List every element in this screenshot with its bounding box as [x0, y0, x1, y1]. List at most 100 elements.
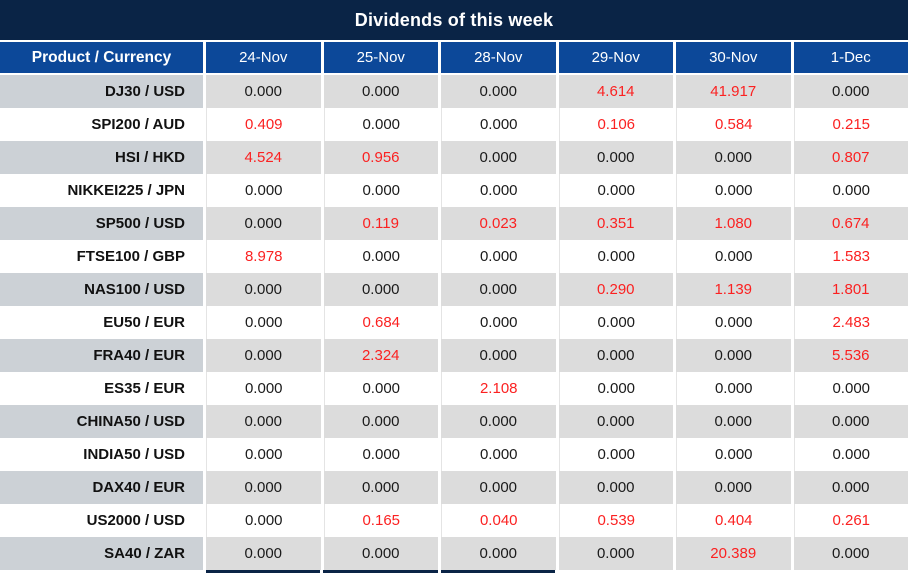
value-cell: 0.000 — [558, 240, 673, 273]
value-cell: 0.023 — [441, 207, 556, 240]
product-cell: SPI200 / AUD — [0, 108, 203, 141]
column-header-25-nov: 25-Nov — [323, 42, 438, 75]
product-cell: INDIA50 / USD — [0, 438, 203, 471]
value-cell: 0.000 — [441, 141, 556, 174]
dividends-table: Product / Currency 24-Nov 25-Nov 28-Nov 29-N… — [0, 42, 908, 570]
value-cell: 0.000 — [206, 372, 321, 405]
value-cell: 0.000 — [206, 339, 321, 372]
value-cell: 2.108 — [441, 372, 556, 405]
value-cell: 0.000 — [793, 372, 908, 405]
value-cell: 0.000 — [323, 108, 438, 141]
product-cell: NAS100 / USD — [0, 273, 203, 306]
value-cell: 0.000 — [676, 174, 791, 207]
value-cell: 0.000 — [323, 537, 438, 570]
product-cell: DAX40 / EUR — [0, 471, 203, 504]
value-cell: 0.000 — [676, 339, 791, 372]
value-cell: 0.000 — [441, 339, 556, 372]
value-cell: 0.119 — [323, 207, 438, 240]
column-header-29-nov: 29-Nov — [558, 42, 673, 75]
value-cell: 8.978 — [206, 240, 321, 273]
value-cell: 0.000 — [206, 306, 321, 339]
value-cell: 0.584 — [676, 108, 791, 141]
value-cell: 0.000 — [676, 438, 791, 471]
value-cell: 0.000 — [323, 240, 438, 273]
value-cell: 0.000 — [558, 306, 673, 339]
value-cell: 0.215 — [793, 108, 908, 141]
product-cell: FTSE100 / GBP — [0, 240, 203, 273]
value-cell: 1.080 — [676, 207, 791, 240]
value-cell: 0.000 — [441, 273, 556, 306]
value-cell: 0.000 — [441, 306, 556, 339]
value-cell: 0.000 — [558, 405, 673, 438]
value-cell: 0.000 — [441, 240, 556, 273]
value-cell: 0.000 — [206, 207, 321, 240]
column-header-1-dec: 1-Dec — [793, 42, 908, 75]
corner-header: Product / Currency — [0, 42, 203, 75]
value-cell: 0.539 — [558, 504, 673, 537]
value-cell: 0.000 — [441, 471, 556, 504]
product-cell: NIKKEI225 / JPN — [0, 174, 203, 207]
value-cell: 0.000 — [441, 438, 556, 471]
column-header-30-nov: 30-Nov — [676, 42, 791, 75]
value-cell: 0.000 — [441, 537, 556, 570]
product-cell: SA40 / ZAR — [0, 537, 203, 570]
value-cell: 0.684 — [323, 306, 438, 339]
value-cell: 2.483 — [793, 306, 908, 339]
value-cell: 0.261 — [793, 504, 908, 537]
value-cell: 0.000 — [793, 174, 908, 207]
product-cell: FRA40 / EUR — [0, 339, 203, 372]
value-cell: 0.000 — [323, 405, 438, 438]
title-bar: Dividends of this week — [0, 0, 908, 40]
value-cell: 0.000 — [676, 471, 791, 504]
value-cell: 0.000 — [793, 537, 908, 570]
value-cell: 0.000 — [793, 75, 908, 108]
value-cell: 0.404 — [676, 504, 791, 537]
value-cell: 0.000 — [676, 306, 791, 339]
value-cell: 0.000 — [441, 108, 556, 141]
value-cell: 0.000 — [323, 75, 438, 108]
value-cell: 0.000 — [206, 75, 321, 108]
product-cell: US2000 / USD — [0, 504, 203, 537]
value-cell: 0.000 — [558, 537, 673, 570]
value-cell: 0.000 — [676, 372, 791, 405]
value-cell: 0.000 — [206, 273, 321, 306]
value-cell: 2.324 — [323, 339, 438, 372]
product-cell: CHINA50 / USD — [0, 405, 203, 438]
value-cell: 0.000 — [441, 405, 556, 438]
value-cell: 4.524 — [206, 141, 321, 174]
page-title: Dividends of this week — [354, 9, 554, 30]
next-section-edge — [323, 570, 438, 573]
value-cell: 0.000 — [323, 174, 438, 207]
value-cell: 0.000 — [558, 372, 673, 405]
value-cell: 0.165 — [323, 504, 438, 537]
value-cell: 0.409 — [206, 108, 321, 141]
value-cell: 0.290 — [558, 273, 673, 306]
value-cell: 0.000 — [558, 174, 673, 207]
column-header-24-nov: 24-Nov — [206, 42, 321, 75]
value-cell: 20.389 — [676, 537, 791, 570]
value-cell: 0.000 — [558, 141, 673, 174]
product-cell: DJ30 / USD — [0, 75, 203, 108]
value-cell: 0.000 — [793, 471, 908, 504]
column-header-28-nov: 28-Nov — [441, 42, 556, 75]
value-cell: 0.000 — [441, 75, 556, 108]
value-cell: 0.000 — [206, 405, 321, 438]
value-cell: 0.000 — [558, 339, 673, 372]
value-cell: 0.040 — [441, 504, 556, 537]
value-cell: 0.000 — [323, 471, 438, 504]
value-cell: 0.000 — [323, 438, 438, 471]
value-cell: 1.801 — [793, 273, 908, 306]
value-cell: 0.000 — [676, 240, 791, 273]
product-cell: ES35 / EUR — [0, 372, 203, 405]
next-section-edge — [441, 570, 555, 573]
value-cell: 0.000 — [206, 174, 321, 207]
value-cell: 0.351 — [558, 207, 673, 240]
value-cell: 0.000 — [323, 273, 438, 306]
value-cell: 1.583 — [793, 240, 908, 273]
value-cell: 0.807 — [793, 141, 908, 174]
value-cell: 0.000 — [558, 438, 673, 471]
product-cell: SP500 / USD — [0, 207, 203, 240]
value-cell: 0.000 — [793, 438, 908, 471]
value-cell: 0.000 — [206, 504, 321, 537]
value-cell: 0.000 — [558, 471, 673, 504]
